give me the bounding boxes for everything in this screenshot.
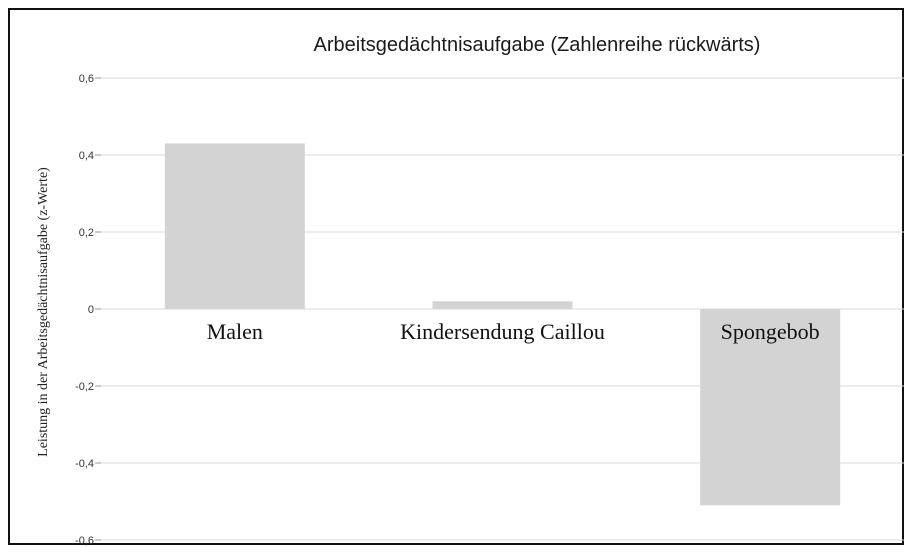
bar — [432, 301, 573, 309]
y-tick-label: -0,6 — [75, 535, 94, 547]
y-tick-label: -0,2 — [75, 381, 94, 393]
y-tick-label: 0,6 — [79, 73, 94, 85]
y-tick-label: 0 — [88, 304, 94, 316]
bar — [164, 143, 305, 309]
bars — [164, 143, 841, 506]
category-label: Malen — [207, 319, 263, 344]
category-label: Kindersendung Caillou — [400, 319, 605, 344]
chart-title: Arbeitsgedächtnisaufgabe (Zahlenreihe rü… — [313, 34, 761, 56]
y-tick-label: 0,2 — [79, 227, 94, 239]
category-labels: Malen Kindersendung Caillou Spongebob — [207, 319, 820, 344]
bar — [700, 309, 841, 506]
y-tick-labels: 0,6 0,4 0,2 0 -0,2 -0,4 -0,6 — [75, 73, 94, 547]
category-label: Spongebob — [721, 319, 820, 344]
y-tick-label: 0,4 — [79, 150, 94, 162]
y-tick-label: -0,4 — [75, 458, 94, 470]
